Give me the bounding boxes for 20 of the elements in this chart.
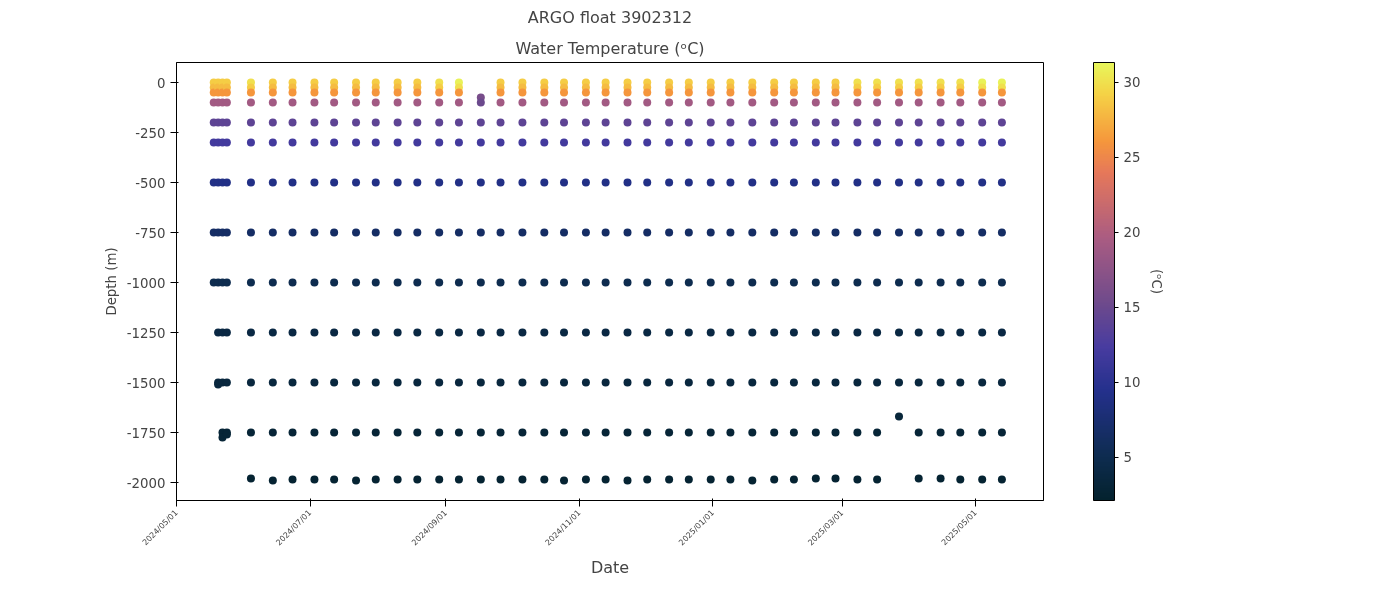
color-bar-label: 30 xyxy=(1123,75,1141,90)
y-tick-label: -750 xyxy=(135,225,166,241)
y-tick-label: -250 xyxy=(135,125,166,141)
y-tick-label: -2000 xyxy=(126,475,166,491)
chart-title: ARGO float 3902312 xyxy=(527,7,693,27)
color-bar-label: 25 xyxy=(1123,150,1141,165)
color-bar-label: 5 xyxy=(1123,450,1132,465)
y-tick-label: -1500 xyxy=(126,375,166,391)
y-tick-label: 0 xyxy=(157,75,166,91)
color-bar-label: 10 xyxy=(1123,375,1141,390)
x-axis-title: Date xyxy=(590,558,630,578)
color-bar-label: 20 xyxy=(1123,225,1141,240)
y-tick-label: -1750 xyxy=(126,425,166,441)
y-axis-title: Depth (m) xyxy=(103,247,119,316)
color-bar-title: (ᵒC) xyxy=(1148,268,1164,295)
y-tick-label: -500 xyxy=(135,175,166,191)
y-tick-label: -1250 xyxy=(126,325,166,341)
chart-subtitle: Water Temperature (ᵒC) xyxy=(515,38,705,58)
y-tick-label: -1000 xyxy=(126,275,166,291)
color-bar-label: 15 xyxy=(1123,300,1141,315)
